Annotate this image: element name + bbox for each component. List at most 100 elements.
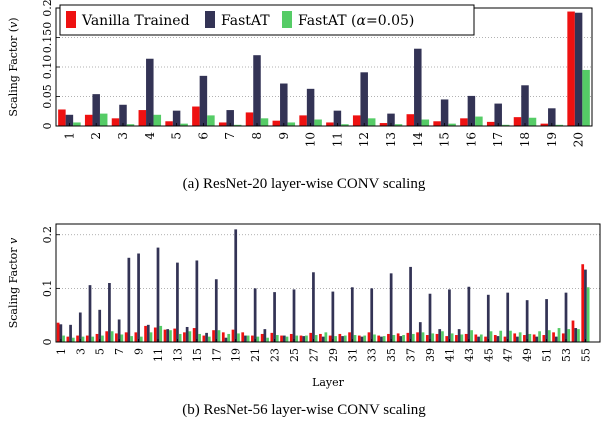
a-bar-s3-c5 (180, 123, 188, 126)
a-bar-s3-c1 (73, 122, 81, 126)
b-bar-s2-c25 (292, 289, 296, 342)
a-bar-s2-c17 (494, 103, 502, 126)
b-bar-s1-c33 (367, 332, 371, 342)
b-bar-s2-c11 (156, 247, 160, 342)
a-bar-s2-c12 (360, 72, 368, 126)
b-bar-s3-c45 (489, 331, 493, 342)
a-ytick-label: 0.150 (41, 22, 54, 54)
b-bar-s1-c18 (221, 332, 225, 342)
b-xtick-label: 17 (210, 348, 223, 362)
b-bar-s3-c42 (460, 334, 464, 342)
a-bar-s1-c9 (272, 120, 281, 126)
b-xtick-label: 49 (521, 348, 534, 362)
b-ytick-label: 0 (41, 339, 54, 346)
a-bar-s1-c16 (460, 118, 468, 126)
b-bar-s3-c19 (237, 333, 240, 342)
a-bar-s2-c16 (467, 95, 476, 126)
legend-label-vanilla: Vanilla Trained (81, 13, 190, 29)
b-bar-s1-c42 (455, 335, 458, 342)
caption-b: (b) ResNet-56 layer-wise CONV scaling (182, 402, 426, 418)
a-bar-s3-c10 (314, 119, 322, 126)
a-bar-s2-c19 (548, 108, 556, 126)
b-bar-s2-c31 (350, 287, 354, 342)
b-bar-s2-c14 (185, 326, 189, 342)
b-bar-s3-c10 (149, 332, 153, 342)
b-bar-s2-c36 (399, 336, 403, 342)
b-bar-s1-c21 (251, 335, 254, 342)
b-bar-s1-c50 (532, 334, 536, 342)
b-bar-s3-c33 (373, 334, 376, 342)
b-bar-s1-c53 (561, 333, 565, 342)
b-bar-s2-c30 (341, 336, 344, 342)
b-bar-s1-c29 (328, 335, 332, 342)
a-bar-s2-c2 (92, 94, 100, 126)
b-bar-s3-c29 (334, 336, 337, 342)
b-xtick-label: 5 (94, 348, 107, 355)
a-bar-s1-c13 (379, 123, 388, 126)
a-bar-s2-c20 (574, 12, 583, 126)
b-xtick-label: 11 (152, 348, 165, 362)
a-xtick-label: 11 (330, 132, 344, 147)
b-xtick-label: 43 (463, 348, 476, 362)
b-bar-s2-c12 (166, 329, 170, 342)
b-bar-s3-c9 (139, 336, 143, 342)
b-bar-s1-c16 (202, 335, 206, 342)
b-xlabel: Layer (312, 376, 345, 389)
a-xtick-label: 20 (572, 132, 586, 147)
a-bar-s1-c1 (58, 109, 66, 126)
b-bar-s2-c1 (59, 324, 63, 342)
b-bar-s1-c15 (192, 328, 196, 342)
a-xtick-label: 2 (89, 132, 103, 140)
a-xtick-label: 7 (223, 132, 237, 140)
b-bar-s1-c38 (416, 332, 419, 342)
b-bar-s3-c24 (285, 336, 289, 342)
b-bar-s1-c40 (435, 333, 439, 342)
b-bar-s3-c28 (324, 332, 328, 342)
b-bar-s1-c17 (212, 330, 215, 342)
b-bar-s1-c5 (95, 333, 99, 342)
a-bar-s1-c20 (567, 11, 575, 126)
b-bar-s3-c38 (421, 332, 425, 342)
b-bar-s3-c47 (509, 330, 512, 342)
b-bar-s1-c37 (406, 332, 410, 342)
a-bar-s1-c12 (352, 115, 361, 126)
b-xtick-label: 13 (171, 348, 184, 362)
b-bar-s2-c49 (525, 300, 529, 342)
b-bar-s3-c51 (547, 330, 551, 342)
a-xtick-label: 16 (464, 132, 478, 147)
b-bar-s2-c16 (205, 332, 208, 342)
b-bar-s1-c47 (503, 336, 507, 342)
b-bar-s2-c37 (409, 266, 412, 342)
b-bar-s3-c3 (81, 336, 85, 342)
b-bar-s3-c32 (363, 335, 367, 342)
a-bar-s3-c11 (341, 124, 349, 126)
b-bar-s2-c28 (321, 336, 325, 342)
b-bar-s3-c31 (353, 335, 357, 342)
a-bar-s2-c10 (306, 88, 315, 126)
a-bar-s3-c12 (367, 118, 376, 126)
b-bar-s3-c48 (518, 332, 522, 342)
b-ytick-label: 0.2 (41, 226, 54, 244)
a-bar-s3-c18 (528, 117, 537, 126)
a-bar-s3-c3 (126, 124, 135, 126)
b-bar-s3-c5 (101, 335, 104, 342)
b-xtick-label: 1 (55, 348, 68, 355)
b-bar-s2-c5 (98, 309, 102, 342)
b-xtick-label: 47 (502, 348, 515, 362)
b-xtick-label: 39 (424, 348, 437, 362)
a-bar-s3-c20 (582, 69, 590, 126)
b-bar-s3-c25 (295, 335, 299, 342)
b-bar-s3-c13 (178, 333, 182, 342)
a-bar-s3-c9 (287, 122, 296, 126)
a-bar-s1-c17 (486, 121, 495, 126)
b-bar-s1-c8 (124, 332, 128, 342)
a-bar-s3-c8 (260, 118, 269, 126)
a-bar-s3-c4 (153, 114, 162, 126)
b-bar-s1-c14 (183, 332, 186, 342)
b-bar-s2-c32 (360, 336, 364, 342)
b-bar-s2-c9 (137, 253, 140, 342)
a-bar-s2-c6 (199, 75, 208, 126)
b-bar-s1-c24 (280, 335, 283, 342)
b-bar-s3-c14 (188, 331, 192, 342)
a-ylabel: Scaling Factor (v) (7, 17, 20, 116)
